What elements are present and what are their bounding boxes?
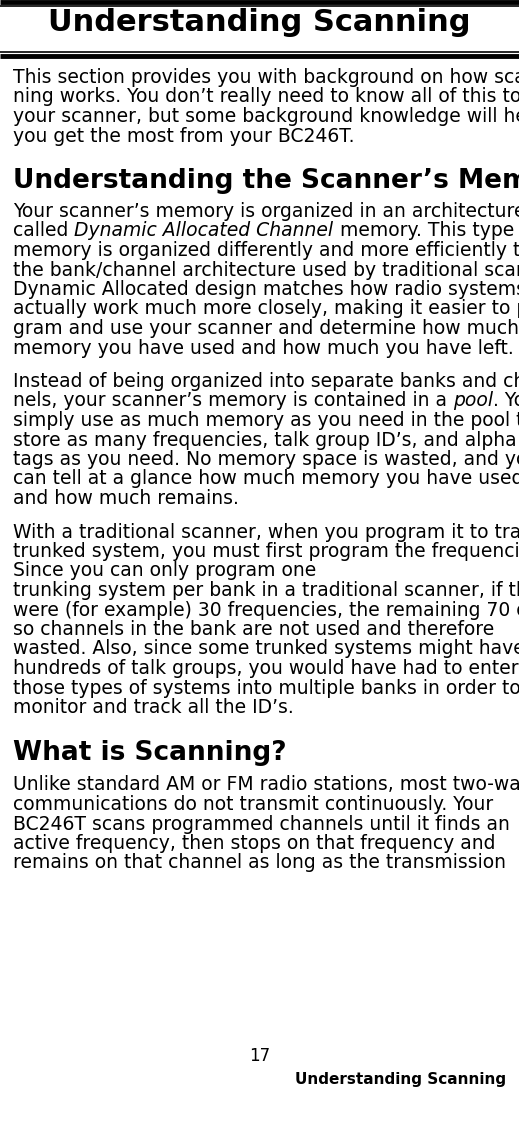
Text: communications do not transmit continuously. Your: communications do not transmit continuou… — [13, 795, 493, 814]
Text: trunked system, you must first program the frequencies.: trunked system, you must first program t… — [13, 543, 519, 561]
Text: wasted. Also, since some trunked systems might have: wasted. Also, since some trunked systems… — [13, 640, 519, 658]
Text: What is Scanning?: What is Scanning? — [13, 740, 286, 765]
Text: Understanding Scanning: Understanding Scanning — [295, 1072, 506, 1087]
Text: remains on that channel as long as the transmission: remains on that channel as long as the t… — [13, 853, 506, 873]
Text: nels, your scanner’s memory is contained in a: nels, your scanner’s memory is contained… — [13, 391, 453, 411]
Text: active frequency, then stops on that frequency and: active frequency, then stops on that fre… — [13, 834, 496, 853]
Text: Understanding Scanning: Understanding Scanning — [48, 8, 471, 37]
Text: simply use as much memory as you need in the pool to: simply use as much memory as you need in… — [13, 411, 519, 430]
Text: tags as you need. No memory space is wasted, and you: tags as you need. No memory space is was… — [13, 450, 519, 469]
Text: . You: . You — [493, 391, 519, 411]
Text: Dynamic Allocated Channel: Dynamic Allocated Channel — [74, 221, 334, 241]
Text: Understanding the Scanner’s Memory: Understanding the Scanner’s Memory — [13, 167, 519, 194]
Text: Unlike standard AM or FM radio stations, most two-way: Unlike standard AM or FM radio stations,… — [13, 775, 519, 795]
Text: so channels in the bank are not used and therefore: so channels in the bank are not used and… — [13, 621, 494, 639]
Text: memory you have used and how much you have left.: memory you have used and how much you ha… — [13, 338, 514, 358]
Text: hundreds of talk groups, you would have had to enter: hundreds of talk groups, you would have … — [13, 660, 518, 678]
Text: your scanner, but some background knowledge will help: your scanner, but some background knowle… — [13, 107, 519, 126]
Text: BC246T scans programmed channels until it finds an: BC246T scans programmed channels until i… — [13, 814, 510, 834]
Text: those types of systems into multiple banks in order to: those types of systems into multiple ban… — [13, 679, 519, 697]
Text: actually work much more closely, making it easier to pro-: actually work much more closely, making … — [13, 299, 519, 319]
Text: Since you can only program one: Since you can only program one — [13, 562, 316, 580]
Text: called: called — [13, 221, 74, 241]
Text: monitor and track all the ID’s.: monitor and track all the ID’s. — [13, 699, 294, 717]
Text: were (for example) 30 frequencies, the remaining 70 or: were (for example) 30 frequencies, the r… — [13, 601, 519, 619]
Text: With a traditional scanner, when you program it to track a: With a traditional scanner, when you pro… — [13, 523, 519, 541]
Text: memory. This type of: memory. This type of — [334, 221, 519, 241]
Text: trunking system per bank in a traditional scanner, if there: trunking system per bank in a traditiona… — [13, 582, 519, 600]
Text: the bank/channel architecture used by traditional scanners.: the bank/channel architecture used by tr… — [13, 260, 519, 280]
Text: store as many frequencies, talk group ID’s, and alpha: store as many frequencies, talk group ID… — [13, 430, 516, 450]
Text: and how much remains.: and how much remains. — [13, 489, 239, 508]
Text: pool: pool — [453, 391, 493, 411]
Text: 17: 17 — [249, 1047, 270, 1066]
Text: ning works. You don’t really need to know all of this to use: ning works. You don’t really need to kno… — [13, 87, 519, 107]
Text: This section provides you with background on how scan-: This section provides you with backgroun… — [13, 68, 519, 87]
Text: Dynamic Allocated design matches how radio systems: Dynamic Allocated design matches how rad… — [13, 280, 519, 299]
Text: can tell at a glance how much memory you have used: can tell at a glance how much memory you… — [13, 469, 519, 489]
Text: memory is organized differently and more efficiently than: memory is organized differently and more… — [13, 241, 519, 260]
Text: Instead of being organized into separate banks and chan-: Instead of being organized into separate… — [13, 372, 519, 391]
Text: you get the most from your BC246T.: you get the most from your BC246T. — [13, 126, 354, 146]
Text: Your scanner’s memory is organized in an architecture: Your scanner’s memory is organized in an… — [13, 202, 519, 221]
Text: gram and use your scanner and determine how much: gram and use your scanner and determine … — [13, 319, 519, 338]
